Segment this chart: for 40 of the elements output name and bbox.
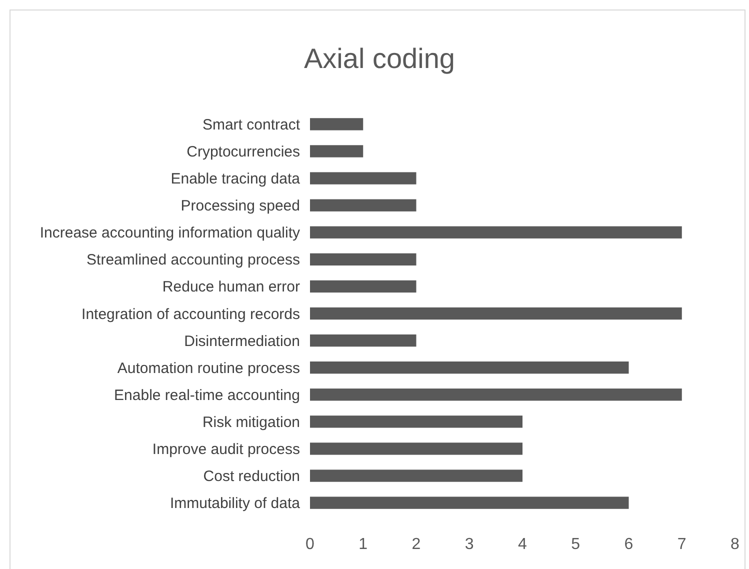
bar — [310, 280, 416, 293]
bar — [310, 172, 416, 184]
y-tick-label: Immutability of data — [170, 495, 301, 512]
y-tick-label: Automation routine process — [117, 360, 300, 377]
x-tick-label: 8 — [730, 536, 740, 553]
x-tick-label: 3 — [464, 536, 474, 553]
bar — [310, 253, 416, 266]
bar — [310, 226, 682, 238]
x-tick-label: 6 — [624, 536, 634, 553]
y-tick-label: Streamlined accounting process — [86, 252, 300, 269]
y-tick-label: Processing speed — [180, 198, 300, 215]
bar — [310, 334, 416, 347]
x-tick-label: 0 — [306, 536, 315, 553]
chart-title: Axial coding — [304, 43, 455, 74]
y-tick-label: Integration of accounting records — [82, 306, 300, 323]
x-tick-label: 2 — [412, 536, 421, 553]
y-tick-label: Reduce human error — [162, 278, 300, 296]
y-tick-label: Enable real-time accounting — [114, 386, 300, 404]
bar — [310, 496, 629, 509]
bar — [310, 199, 416, 212]
y-tick-label: Improve audit process — [152, 440, 300, 458]
y-tick-label: Smart contract — [202, 116, 301, 134]
bar — [310, 362, 629, 374]
y-tick-label: Increase accounting information quality — [40, 224, 300, 242]
y-tick-label: Cryptocurrencies — [186, 143, 300, 160]
y-tick-label: Cost reduction — [203, 468, 300, 486]
bar — [310, 470, 522, 482]
bar — [310, 118, 364, 130]
x-tick-label: 4 — [518, 536, 528, 553]
bar — [310, 388, 682, 401]
y-tick-label: Enable tracing data — [170, 170, 301, 188]
y-tick-label: Disintermediation — [184, 332, 300, 350]
y-tick-label: Risk mitigation — [202, 414, 300, 431]
x-tick-label: 1 — [358, 536, 368, 553]
x-tick-label: 5 — [571, 536, 580, 553]
x-tick-label: 7 — [677, 536, 686, 553]
bar — [310, 307, 682, 320]
bar — [310, 145, 364, 158]
bar — [310, 442, 522, 455]
bar — [310, 416, 522, 428]
